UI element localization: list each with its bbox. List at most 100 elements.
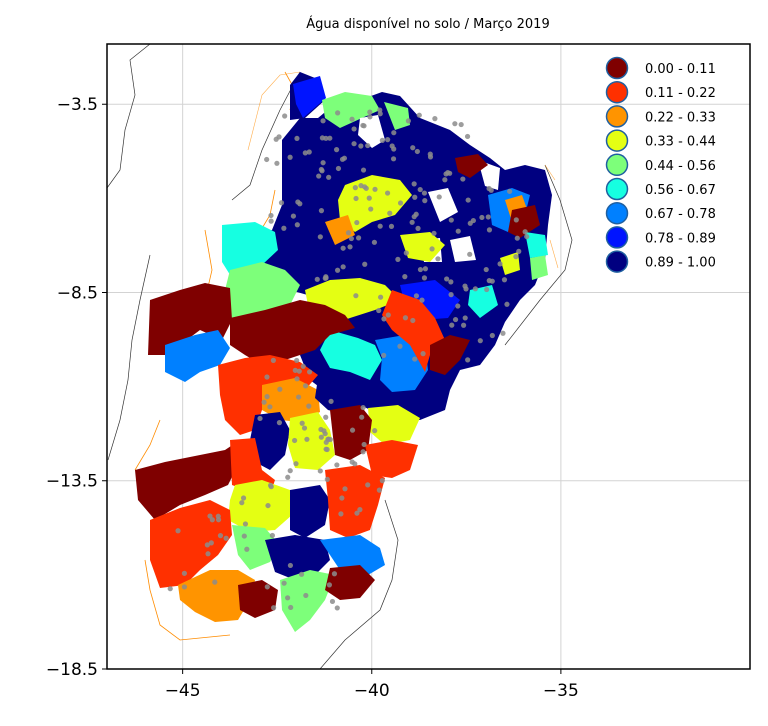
station-point	[331, 571, 338, 577]
station-point	[395, 256, 401, 262]
station-point	[452, 316, 459, 323]
station-point	[269, 532, 276, 539]
y-tick-label: −3.5	[57, 95, 98, 115]
station-point	[333, 147, 340, 153]
station-point	[241, 533, 247, 539]
legend-label: 0.11 - 0.22	[645, 86, 716, 101]
legend-marker	[605, 56, 629, 80]
station-point	[291, 437, 298, 444]
plot-area	[107, 44, 750, 669]
station-point	[461, 322, 467, 328]
axes-frame	[106, 43, 751, 670]
station-point	[321, 428, 327, 434]
station-point	[381, 316, 387, 322]
station-point	[298, 571, 305, 577]
station-point	[522, 229, 528, 235]
region-white-hole1	[358, 115, 385, 148]
station-point	[324, 476, 330, 482]
region-darkred-center2	[430, 335, 470, 375]
station-point	[354, 510, 360, 516]
station-point	[421, 190, 428, 196]
station-point	[403, 250, 409, 256]
region-cyan-ne	[468, 285, 498, 318]
station-point	[300, 363, 306, 369]
station-point	[397, 200, 404, 206]
legend-label: 0.22 - 0.33	[645, 110, 716, 125]
station-point	[497, 261, 503, 267]
station-point	[501, 277, 508, 283]
station-point	[448, 217, 454, 223]
station-point	[358, 143, 364, 149]
station-point	[323, 274, 329, 280]
station-point	[301, 425, 308, 431]
station-point	[390, 156, 397, 162]
station-point	[264, 394, 270, 400]
region-darkblue-south2	[265, 535, 330, 580]
station-point	[489, 278, 495, 284]
station-point	[295, 199, 301, 205]
region-white-hole2	[428, 188, 458, 222]
station-point	[282, 113, 288, 119]
station-point	[335, 110, 341, 116]
station-point	[357, 507, 363, 513]
region-red-south2	[325, 465, 385, 538]
station-point	[205, 551, 211, 557]
region-cyan-west	[222, 222, 278, 278]
station-point	[367, 114, 373, 120]
region-darkblue-center	[315, 372, 368, 415]
station-point	[415, 225, 421, 231]
legend-marker	[605, 105, 629, 128]
station-point	[267, 404, 273, 410]
station-point	[323, 414, 329, 420]
station-point	[294, 222, 300, 228]
station-point	[365, 142, 371, 149]
station-point	[290, 213, 297, 219]
station-point	[306, 369, 313, 375]
station-point	[402, 315, 409, 321]
region-blue-south	[320, 535, 385, 575]
station-point	[391, 130, 397, 136]
station-point	[411, 214, 417, 220]
station-point	[377, 223, 383, 229]
station-point	[274, 160, 280, 166]
y-tick-label: −8.5	[57, 283, 98, 303]
regions	[135, 72, 552, 632]
station-point	[500, 330, 506, 336]
station-point	[265, 502, 271, 509]
y-tick-label: −13.5	[46, 472, 98, 492]
station-points	[167, 107, 530, 611]
station-point	[294, 357, 300, 364]
region-blue-west	[165, 330, 230, 382]
station-point	[349, 116, 355, 122]
station-point	[449, 322, 455, 328]
station-point	[318, 166, 324, 173]
station-point	[264, 156, 270, 163]
station-point	[377, 294, 384, 300]
station-point	[421, 275, 428, 281]
station-point	[465, 197, 471, 203]
station-point	[296, 368, 302, 374]
legend-marker	[605, 177, 629, 201]
station-point	[340, 264, 346, 270]
station-point	[427, 154, 434, 160]
station-point	[489, 332, 495, 339]
station-point	[484, 286, 490, 293]
station-point	[351, 141, 357, 147]
station-point	[351, 126, 357, 132]
y-tick-label: −18.5	[46, 660, 98, 680]
station-point	[175, 528, 181, 534]
station-point	[385, 137, 391, 143]
station-point	[472, 286, 479, 292]
station-point	[384, 190, 391, 196]
region-orange-center2	[262, 378, 320, 422]
legend-marker	[605, 153, 629, 177]
station-point	[285, 595, 291, 601]
station-point	[405, 118, 412, 124]
legend-label: 0.67 - 0.78	[645, 207, 716, 222]
station-point	[281, 225, 287, 231]
legend-label: 0.44 - 0.56	[645, 159, 716, 174]
region-green-west	[222, 262, 300, 328]
station-point	[414, 148, 420, 155]
station-point	[358, 183, 364, 189]
